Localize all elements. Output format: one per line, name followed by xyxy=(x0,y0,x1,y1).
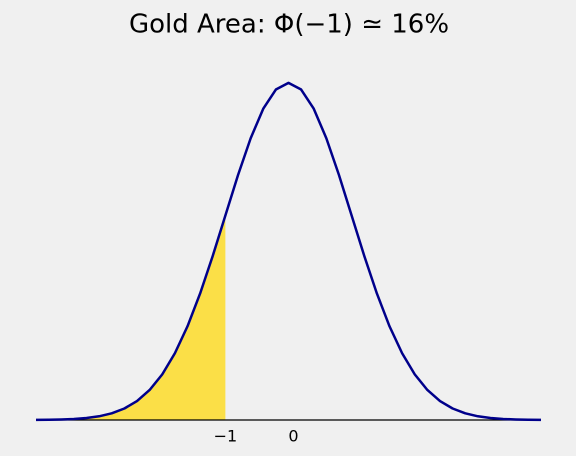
density-curve xyxy=(35,81,542,422)
x-tick-label: −1 xyxy=(214,427,238,446)
shaded-area xyxy=(36,215,226,420)
x-tick-label: 0 xyxy=(288,427,298,446)
chart-title: Gold Area: Φ(−1) ≃ 16% xyxy=(129,10,449,40)
